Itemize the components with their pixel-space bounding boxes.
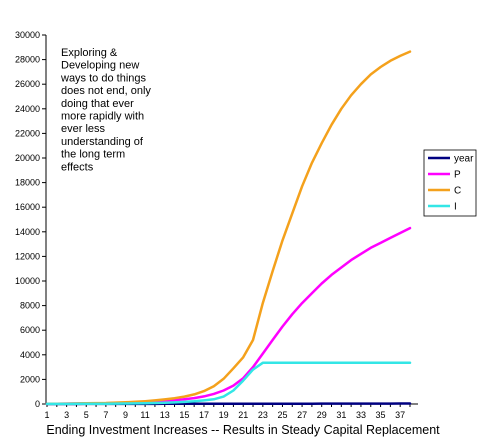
y-tick-label: 16000 bbox=[15, 202, 40, 212]
y-tick-label: 2000 bbox=[20, 374, 40, 384]
annotation-line: more rapidly with bbox=[61, 111, 144, 123]
x-axis-label: Ending Investment Increases -- Results i… bbox=[46, 423, 440, 437]
x-tick-labels: 1 3 5 7 9 11 13 15 17 19 21 23 25 27 29 31 33 35 37 bbox=[44, 404, 411, 420]
x-tick-label: 25 bbox=[277, 410, 287, 420]
annotation-text: Exploring & Developing new ways to do thin… bbox=[60, 47, 151, 173]
legend-label-p: P bbox=[454, 170, 461, 181]
x-tick-label: 1 bbox=[44, 410, 49, 420]
x-tick-label: 7 bbox=[103, 410, 108, 420]
y-tick-label: 10000 bbox=[15, 276, 40, 286]
x-tick-label: 21 bbox=[238, 410, 248, 420]
y-tick-label: 22000 bbox=[15, 128, 40, 138]
y-tick-label: 12000 bbox=[15, 251, 40, 261]
x-tick-label: 33 bbox=[356, 410, 366, 420]
legend-label-c: C bbox=[454, 186, 461, 197]
annotation-line: understanding of bbox=[61, 136, 144, 148]
y-tick-label: 20000 bbox=[15, 153, 40, 163]
legend-label-year: year bbox=[454, 154, 474, 165]
x-tick-label: 15 bbox=[179, 410, 189, 420]
annotation-line: ever less bbox=[61, 123, 106, 135]
x-tick-label: 27 bbox=[297, 410, 307, 420]
y-tick-label: 30000 bbox=[15, 30, 40, 40]
x-tick-label: 19 bbox=[219, 410, 229, 420]
x-tick-label: 37 bbox=[395, 410, 405, 420]
annotation-line: the long term bbox=[61, 149, 125, 161]
x-tick-label: 23 bbox=[258, 410, 268, 420]
y-tick-label: 8000 bbox=[20, 301, 40, 311]
annotation-line: does not end, only bbox=[61, 85, 151, 97]
series-lines bbox=[45, 50, 412, 406]
x-tick-label: 31 bbox=[336, 410, 346, 420]
series-line-p bbox=[45, 226, 412, 406]
x-tick-label: 13 bbox=[160, 410, 170, 420]
series-line-i bbox=[45, 361, 412, 406]
y-tick-label: 4000 bbox=[20, 350, 40, 360]
annotation-line: Developing new bbox=[61, 60, 139, 72]
y-tick-label: 28000 bbox=[15, 55, 40, 65]
y-tick-label: 14000 bbox=[15, 227, 40, 237]
x-tick-label: 5 bbox=[84, 410, 89, 420]
x-tick-label: 35 bbox=[376, 410, 386, 420]
annotation-line: effects bbox=[61, 161, 94, 173]
y-tick-label: 24000 bbox=[15, 104, 40, 114]
x-tick-label: 17 bbox=[199, 410, 209, 420]
x-tick-label: 29 bbox=[317, 410, 327, 420]
annotation-line: doing that ever bbox=[61, 98, 134, 110]
x-tick-label: 9 bbox=[123, 410, 128, 420]
y-tick-labels: 0 2000 4000 6000 8000 10000 12000 14000 16000 180… bbox=[15, 30, 46, 409]
annotation-line: Exploring & bbox=[61, 47, 118, 59]
y-tick-label: 6000 bbox=[20, 325, 40, 335]
x-tick-label: 11 bbox=[140, 410, 149, 420]
annotation-line: ways to do things bbox=[60, 72, 146, 84]
x-tick-label: 3 bbox=[64, 410, 69, 420]
legend-label-i: I bbox=[454, 202, 457, 213]
legend: year PCI bbox=[423, 149, 477, 217]
y-tick-label: 0 bbox=[35, 399, 40, 409]
y-tick-label: 26000 bbox=[15, 79, 40, 89]
y-tick-label: 18000 bbox=[15, 178, 40, 188]
